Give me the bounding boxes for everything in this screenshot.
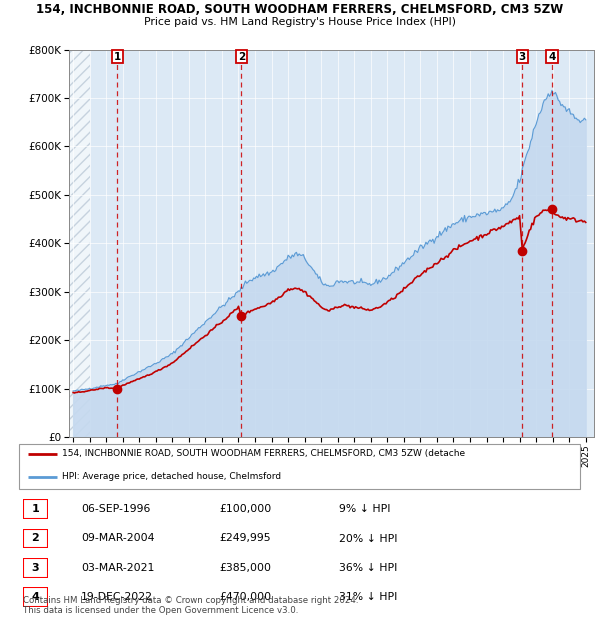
Text: Price paid vs. HM Land Registry's House Price Index (HPI): Price paid vs. HM Land Registry's House … xyxy=(144,17,456,27)
Text: 2: 2 xyxy=(32,533,39,544)
Text: £100,000: £100,000 xyxy=(219,504,271,515)
Text: HPI: Average price, detached house, Chelmsford: HPI: Average price, detached house, Chel… xyxy=(62,472,281,481)
Text: 4: 4 xyxy=(548,51,556,61)
Text: 06-SEP-1996: 06-SEP-1996 xyxy=(81,504,151,515)
Text: 154, INCHBONNIE ROAD, SOUTH WOODHAM FERRERS, CHELMSFORD, CM3 5ZW (detache: 154, INCHBONNIE ROAD, SOUTH WOODHAM FERR… xyxy=(62,449,465,458)
Text: £385,000: £385,000 xyxy=(219,562,271,573)
Text: 19-DEC-2022: 19-DEC-2022 xyxy=(81,591,153,602)
Text: 09-MAR-2004: 09-MAR-2004 xyxy=(81,533,155,544)
Text: 2: 2 xyxy=(238,51,245,61)
Text: 154, INCHBONNIE ROAD, SOUTH WOODHAM FERRERS, CHELMSFORD, CM3 5ZW: 154, INCHBONNIE ROAD, SOUTH WOODHAM FERR… xyxy=(37,3,563,16)
FancyBboxPatch shape xyxy=(19,444,580,489)
Bar xyxy=(69,50,89,437)
Text: 3: 3 xyxy=(32,562,39,573)
Bar xyxy=(69,50,89,437)
Text: 03-MAR-2021: 03-MAR-2021 xyxy=(81,562,154,573)
FancyBboxPatch shape xyxy=(23,500,48,520)
Text: 3: 3 xyxy=(519,51,526,61)
Text: 36% ↓ HPI: 36% ↓ HPI xyxy=(339,562,397,573)
FancyBboxPatch shape xyxy=(23,558,48,578)
Text: 31% ↓ HPI: 31% ↓ HPI xyxy=(339,591,397,602)
Text: £470,000: £470,000 xyxy=(219,591,271,602)
Text: Contains HM Land Registry data © Crown copyright and database right 2024.
This d: Contains HM Land Registry data © Crown c… xyxy=(23,596,358,615)
Text: 4: 4 xyxy=(31,591,40,602)
Text: £249,995: £249,995 xyxy=(219,533,271,544)
Text: 20% ↓ HPI: 20% ↓ HPI xyxy=(339,533,397,544)
Text: 1: 1 xyxy=(113,51,121,61)
Text: 1: 1 xyxy=(32,504,39,515)
FancyBboxPatch shape xyxy=(23,528,48,549)
FancyBboxPatch shape xyxy=(23,587,48,606)
Text: 9% ↓ HPI: 9% ↓ HPI xyxy=(339,504,391,515)
